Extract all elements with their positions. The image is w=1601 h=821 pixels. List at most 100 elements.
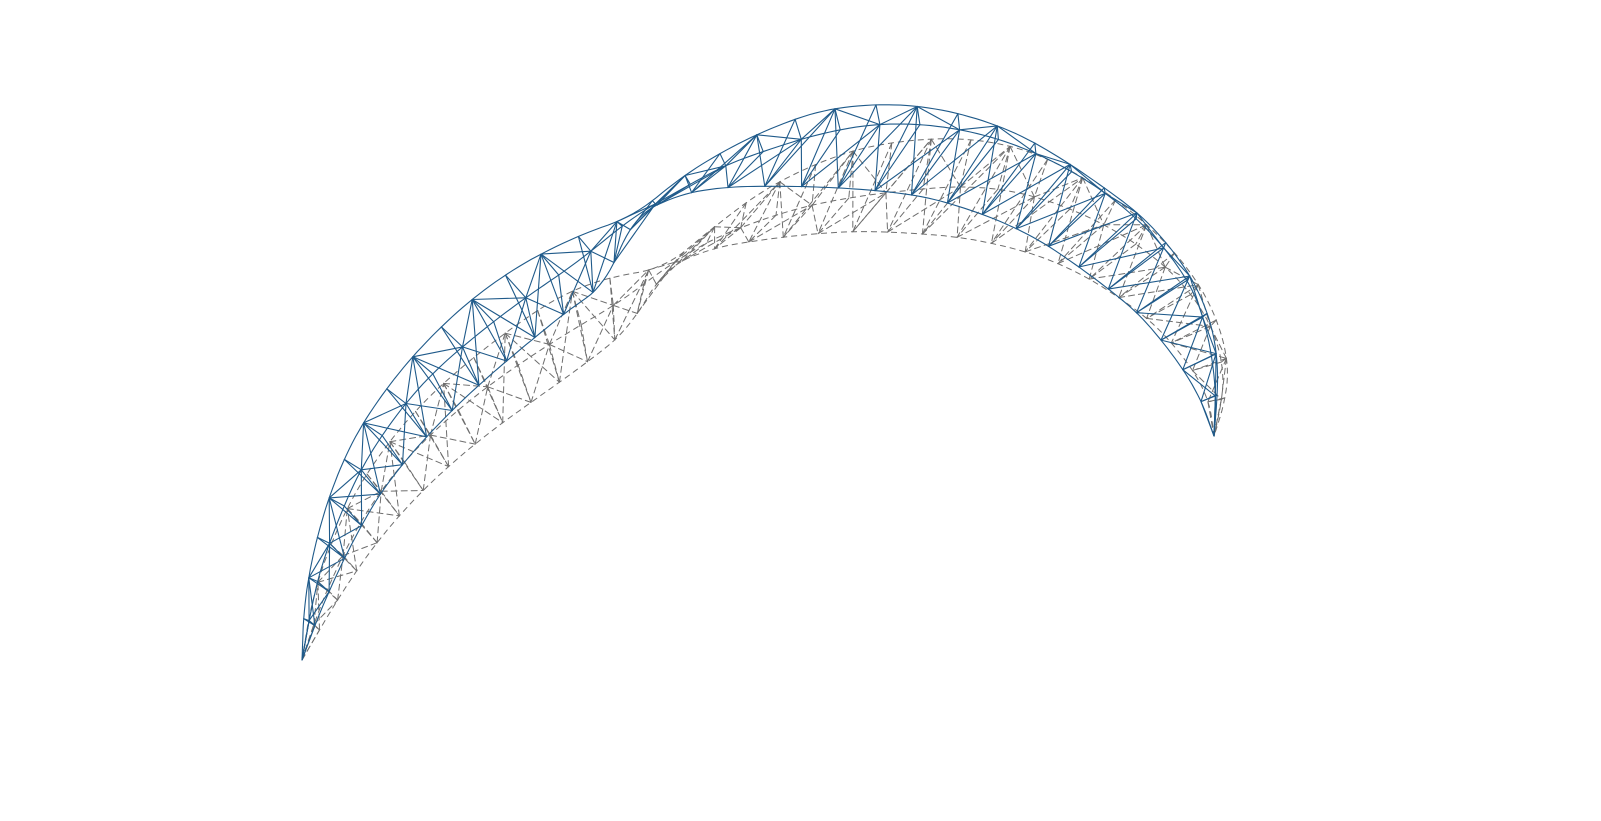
deformed-diagonal (691, 134, 758, 194)
undeformed-vertical (1088, 224, 1148, 280)
undeformed-vertical (681, 242, 708, 262)
undeformed-diagonal (885, 192, 889, 233)
undeformed-diagonal (852, 138, 932, 233)
undeformed-vertical (537, 310, 560, 383)
undeformed-vertical (748, 214, 777, 243)
deformed-vertical (360, 469, 382, 495)
deformed-vertical (577, 235, 592, 252)
undeformed-diagonal (313, 581, 319, 625)
deformed-truss (301, 104, 1219, 661)
undeformed-diagonal (1146, 266, 1166, 319)
undeformed-chord-middle (301, 186, 1224, 661)
deformed-diagonal (616, 221, 631, 231)
undeformed-diagonal (443, 382, 450, 468)
undeformed-diagonal (504, 332, 560, 383)
undeformed-diagonal (1213, 398, 1222, 437)
undeformed-diagonal (811, 150, 854, 206)
deformed-diagonal (1135, 312, 1204, 318)
deformed-vertical (471, 298, 508, 362)
deformed-vertical (1047, 192, 1106, 247)
deformed-vertical (1034, 142, 1037, 155)
deformed-vertical (558, 274, 565, 315)
deformed-vertical (412, 356, 453, 412)
undeformed-diagonal (1024, 196, 1035, 253)
undeformed-diagonal (887, 186, 961, 233)
deformed-vertical (651, 200, 656, 205)
undeformed-diagonal (852, 150, 887, 194)
deformed-vertical (540, 253, 565, 315)
undeformed-diagonal (443, 382, 489, 388)
undeformed-vertical (681, 226, 716, 262)
deformed-diagonal (360, 422, 365, 471)
deformed-vertical (727, 134, 758, 189)
undeformed-diagonal (346, 508, 400, 517)
undeformed-diagonal (587, 304, 614, 363)
deformed-diagonal (834, 108, 839, 189)
deformed-diagonal (525, 253, 542, 299)
undeformed-diagonal (1207, 401, 1215, 437)
deformed-diagonal (727, 138, 802, 189)
undeformed-vertical (1146, 284, 1199, 319)
deformed-diagonal (363, 422, 428, 438)
deformed-vertical (1200, 395, 1216, 403)
deformed-diagonal (1078, 192, 1106, 268)
deformed-chord-bottom (301, 185, 1215, 661)
undeformed-vertical (990, 196, 1035, 244)
undeformed-vertical (1024, 208, 1071, 253)
deformed-diagonal (1069, 163, 1106, 194)
deformed-diagonal (301, 620, 310, 661)
deformed-vertical (577, 235, 594, 293)
deformed-vertical (504, 274, 536, 339)
deformed-vertical (916, 105, 921, 126)
deformed-diagonal (563, 250, 592, 315)
undeformed-diagonal (380, 490, 424, 492)
undeformed-diagonal (548, 290, 573, 345)
deformed-diagonal (328, 497, 346, 559)
undeformed-diagonal (740, 227, 750, 243)
deformed-vertical (363, 422, 383, 437)
deformed-vertical (996, 125, 999, 141)
deformed-vertical (837, 104, 877, 189)
undeformed-diagonal (422, 434, 431, 491)
undeformed-diagonal (960, 145, 1011, 188)
deformed-diagonal (756, 134, 766, 187)
deformed-diagonal (1107, 212, 1138, 290)
deformed-diagonal (590, 250, 615, 264)
undeformed-vertical (636, 283, 645, 314)
undeformed-diagonal (811, 204, 819, 235)
undeformed-chord-bottom (301, 231, 1215, 661)
deformed-diagonal (879, 105, 918, 126)
undeformed-diagonal (1209, 325, 1227, 359)
undeformed-diagonal (430, 434, 476, 445)
undeformed-diagonal (921, 145, 1011, 235)
deformed-vertical (493, 321, 508, 362)
deformed-diagonal (1136, 212, 1165, 249)
undeformed-vertical (748, 181, 781, 243)
deformed-vertical (504, 274, 527, 299)
deformed-vertical (801, 108, 836, 188)
deformed-diagonal (1200, 401, 1215, 437)
deformed-diagonal (1200, 353, 1217, 403)
deformed-vertical (405, 402, 428, 438)
undeformed-diagonal (782, 150, 854, 238)
undeformed-vertical (956, 145, 1011, 238)
undeformed-diagonal (1024, 224, 1105, 253)
undeformed-diagonal (342, 542, 378, 557)
undeformed-diagonal (748, 204, 813, 243)
deformed-diagonal (996, 125, 1037, 155)
undeformed-diagonal (990, 145, 1011, 244)
deformed-diagonal (328, 493, 382, 499)
deformed-diagonal (412, 346, 464, 358)
deformed-vertical (957, 113, 961, 131)
deformed-diagonal (1160, 339, 1217, 355)
deformed-vertical (910, 129, 961, 196)
deformed-vertical (801, 129, 841, 188)
undeformed-vertical (956, 188, 999, 238)
deformed-vertical (328, 497, 363, 527)
undeformed-diagonal (990, 177, 1084, 244)
deformed-vertical (317, 580, 330, 593)
deformed-diagonal (616, 203, 656, 223)
deformed-diagonal (461, 346, 508, 362)
deformed-vertical (727, 151, 764, 189)
